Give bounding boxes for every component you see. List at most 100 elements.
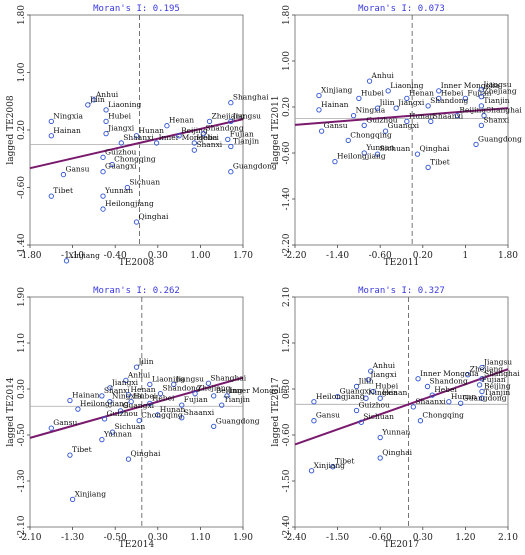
data-point [436,95,442,102]
scatter-panel-3: Moran's I: 0.262 -2.10 -1.30 -0.50 0.30 1.10 1… [6,286,288,550]
point-label: Tibet [430,157,450,166]
point-label: Hainan [53,126,81,135]
data-point [479,388,485,395]
point-label: Shanxi [483,115,509,124]
data-point [48,118,54,125]
x-tick-label: -2.10 [18,533,41,543]
point-label: Jiangxi [369,370,397,379]
x-tick-label: 0.30 [148,251,168,261]
x-axis-title: TE2011 [384,258,419,268]
data-point [393,105,399,111]
data-point [330,464,336,470]
point-label: Ningxia [53,111,83,120]
point-label: Jiangsu [232,111,261,120]
point-label: Heilongjiang [105,199,154,208]
data-point [228,169,234,175]
point-label: Jilin [138,357,154,366]
data-point [211,423,217,430]
data-point [479,364,485,371]
point-label: Shanxi [104,386,130,395]
y-tick-label: 0.30 [17,379,27,399]
data-point [370,388,376,395]
data-point [100,206,106,212]
point-label: Fujian [184,395,208,404]
point-label: Xinjiang [75,489,107,498]
point-label: Tibet [53,186,73,195]
plot-frame [294,14,509,246]
data-point [103,130,109,137]
point-label: Beijing [459,106,486,115]
point-label: Henan [131,385,156,394]
data-point [147,381,153,388]
point-label: Chongqing [141,411,183,420]
y-tick-label: -2.10 [17,515,27,538]
y-tick-label: -0.50 [17,423,27,446]
x-tick-label: 0.20 [413,251,433,261]
point-label: Heilongjiang [80,399,129,408]
y-tick-label: -1.50 [282,469,292,492]
x-tick-label: -0.60 [369,533,392,543]
point-label: Jilin [379,98,395,107]
regression-line [294,107,509,126]
point-label: Anhui [127,370,151,379]
data-point [374,151,381,157]
y-tick-label: -2.40 [282,515,292,538]
data-point [211,393,217,399]
data-point [228,118,234,125]
data-point [368,368,374,374]
point-label: Shaanxi [433,111,464,120]
point-label: Guizhou [359,400,391,409]
point-label: Shaanxi [184,408,215,417]
point-label: Hubei [361,88,385,97]
data-point [63,258,70,264]
data-point [428,118,434,125]
regression-line [29,376,244,439]
y-tick-label: 1.00 [282,51,292,71]
data-point [147,400,153,407]
point-label: Tibet [335,457,355,466]
data-point [125,456,132,462]
data-point [353,383,360,390]
x-tick-label: -2.20 [283,251,306,261]
data-point [356,95,362,102]
point-label: Guangdong [233,162,277,171]
data-point [458,400,464,406]
plot-frame [29,296,244,528]
y-tick-label: 1.00 [17,62,27,82]
point-label: Liaoning [390,81,423,90]
data-point [318,128,325,134]
point-label: Inner Mongolia [441,81,500,90]
y-tick-label: 1.10 [17,333,27,353]
data-point [479,395,485,401]
regression-line [294,368,509,446]
data-point [200,130,207,137]
x-tick-label: 0.30 [413,533,433,543]
point-label: Shanghai [486,106,522,115]
point-label: Chongqing [350,130,392,139]
y-tick-label: 1.80 [282,5,292,25]
point-label: Liaoning [152,374,185,383]
data-point [107,385,113,391]
data-point [311,418,317,424]
data-point [179,415,185,421]
data-point [219,402,225,408]
data-point [85,102,91,108]
point-label: Heilongjiang [316,392,365,401]
data-point [133,133,140,139]
data-point [157,390,164,397]
point-label: Jiangsu [483,358,512,367]
y-tick-label: -0.60 [17,176,27,199]
point-label: Tianjin [483,96,509,105]
x-tick-label: -1.50 [326,533,349,543]
point-label: Sichuan [129,178,160,187]
point-label: Jiangxi [107,124,135,133]
data-point [353,407,360,414]
data-point [404,118,410,125]
data-point [101,416,108,422]
x-tick-label: -1.10 [61,251,84,261]
point-label: Inner Mongolia [159,133,218,142]
data-point [316,107,322,113]
point-label: Liaoning [108,100,141,109]
data-point [91,97,97,103]
chart-title: Moran's I: 0.073 [358,4,445,14]
